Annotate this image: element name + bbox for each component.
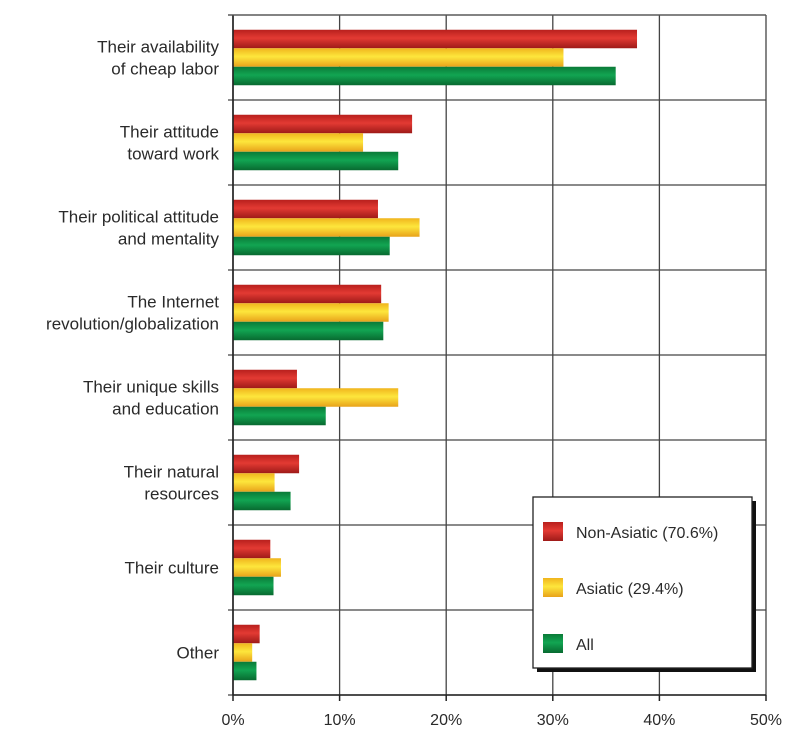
category-label: and education	[112, 400, 219, 419]
bar-non-asiatic	[233, 454, 300, 474]
legend-label-non-asiatic: Non-Asiatic (70.6%)	[576, 525, 718, 542]
bars	[233, 29, 638, 681]
bar-non-asiatic	[233, 539, 271, 559]
legend: Non-Asiatic (70.6%) Asiatic (29.4%) All	[532, 496, 756, 672]
bar-all	[233, 321, 384, 341]
bar-non-asiatic	[233, 29, 638, 49]
x-tick-label: 50%	[750, 712, 782, 729]
category-labels: Their availability of cheap labor Their at…	[46, 38, 219, 663]
bar-all	[233, 66, 616, 86]
bar-all	[233, 406, 326, 426]
category-label: resources	[144, 485, 219, 504]
legend-label-all: All	[576, 637, 594, 654]
x-tick-label: 10%	[324, 712, 356, 729]
bar-asiatic	[233, 643, 253, 662]
bar-asiatic	[233, 133, 364, 152]
bar-asiatic	[233, 473, 275, 492]
x-tick-label: 0%	[221, 712, 244, 729]
category-label: of cheap labor	[111, 60, 219, 79]
legend-swatch-non-asiatic	[543, 522, 563, 541]
x-tick-label: 20%	[430, 712, 462, 729]
category-label: Other	[176, 644, 219, 663]
legend-swatch-asiatic	[543, 578, 563, 597]
category-label: Their unique skills	[83, 378, 219, 397]
bar-non-asiatic	[233, 369, 297, 389]
category-label: toward work	[127, 145, 219, 164]
bar-asiatic	[233, 48, 564, 67]
bar-asiatic	[233, 218, 420, 237]
category-label: Their culture	[125, 559, 219, 578]
bar-non-asiatic	[233, 114, 413, 134]
category-label: Their attitude	[120, 123, 219, 142]
legend-box	[532, 496, 753, 669]
bar-asiatic	[233, 558, 281, 577]
category-label: The Internet	[127, 293, 219, 312]
bar-non-asiatic	[233, 199, 378, 219]
legend-swatch-all	[543, 634, 563, 653]
bar-non-asiatic	[233, 624, 260, 644]
category-label: Their availability	[97, 38, 219, 57]
bar-all	[233, 491, 291, 511]
category-label: revolution/globalization	[46, 315, 219, 334]
category-label: Their natural	[124, 463, 219, 482]
x-tick-labels: 0% 10% 20% 30% 40% 50%	[221, 712, 782, 729]
axes	[228, 14, 767, 701]
bar-asiatic	[233, 388, 399, 407]
x-tick-label: 30%	[537, 712, 569, 729]
bar-non-asiatic	[233, 284, 382, 304]
bar-asiatic	[233, 303, 389, 322]
category-label: and mentality	[118, 230, 220, 249]
category-label: Their political attitude	[58, 208, 219, 227]
bar-all	[233, 576, 274, 596]
bar-all	[233, 151, 399, 171]
legend-label-asiatic: Asiatic (29.4%)	[576, 581, 684, 598]
bar-all	[233, 661, 257, 681]
x-tick-label: 40%	[643, 712, 675, 729]
bar-all	[233, 236, 390, 256]
